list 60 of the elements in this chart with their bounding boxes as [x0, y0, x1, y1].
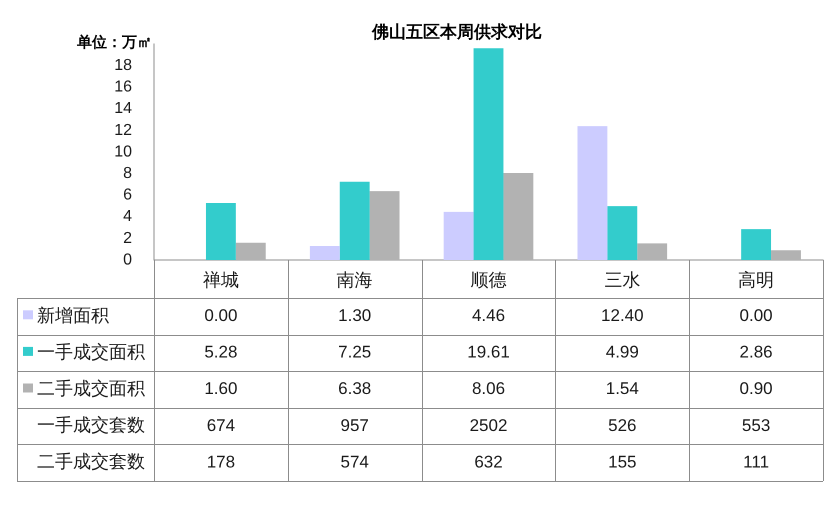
text: 526	[608, 416, 636, 435]
data-label: 12.40	[601, 306, 644, 325]
bar	[741, 229, 772, 260]
y-tick-label: 8	[123, 165, 132, 182]
y-tick-label: 16	[114, 78, 132, 96]
text: 一手成交套数	[37, 415, 145, 436]
bar	[637, 243, 668, 260]
data-label: 5.28	[204, 342, 238, 362]
bar	[340, 182, 370, 260]
bar	[503, 172, 534, 260]
y-tick-label: 2	[123, 230, 132, 247]
y-tick-label: 0	[123, 251, 132, 268]
legend-label: 二手成交面积	[37, 378, 145, 398]
bar	[444, 212, 474, 260]
data-label: 0.00	[204, 306, 238, 325]
data-label: 1.54	[606, 379, 639, 398]
legend-label: 一手成交面积	[37, 342, 145, 362]
y-tick-label: 18	[114, 57, 132, 74]
data-label: 6.38	[338, 379, 372, 398]
data-label: 4.46	[472, 306, 506, 325]
x-tick-label: 禅城	[202, 270, 239, 290]
data-label: 19.61	[467, 342, 510, 362]
x-tick-label: 南海	[336, 270, 373, 290]
x-tick-label: 三水	[604, 270, 640, 290]
data-label: 1.30	[338, 306, 372, 325]
text: 2502	[470, 416, 508, 435]
data-label: 0.90	[740, 379, 773, 398]
bar	[607, 206, 638, 260]
bar	[236, 242, 266, 260]
text: 二手成交套数	[37, 452, 145, 472]
data-label: 0.00	[740, 306, 773, 325]
bar	[310, 246, 340, 260]
y-tick-label: 6	[123, 186, 132, 204]
bar	[206, 202, 236, 260]
text: 574	[340, 452, 369, 472]
bar	[474, 48, 504, 260]
bar	[370, 191, 400, 260]
data-label: 8.06	[472, 379, 506, 398]
data-label: 4.99	[606, 342, 639, 362]
bar	[771, 250, 801, 260]
chart-title: 佛山五区本周供求对比	[371, 22, 542, 42]
legend-label: 新增面积	[37, 305, 109, 326]
data-label: 1.60	[204, 379, 238, 398]
text: 553	[742, 416, 770, 435]
text: 674	[206, 416, 236, 435]
y-tick-label: 10	[114, 143, 132, 160]
bar	[577, 126, 608, 260]
text: 111	[743, 452, 770, 472]
y-axis-title: 单位：万㎡	[76, 34, 152, 52]
text: 178	[206, 452, 236, 472]
x-tick-label: 高明	[738, 270, 774, 290]
text: 155	[608, 452, 636, 472]
y-tick-label: 14	[114, 100, 132, 118]
text: 632	[474, 452, 503, 472]
text: 957	[340, 416, 369, 435]
y-tick-label: 12	[114, 122, 132, 139]
x-tick-label: 顺德	[470, 270, 506, 290]
data-label: 7.25	[338, 342, 372, 362]
y-tick-label: 4	[123, 208, 132, 226]
data-label: 2.86	[740, 342, 773, 362]
